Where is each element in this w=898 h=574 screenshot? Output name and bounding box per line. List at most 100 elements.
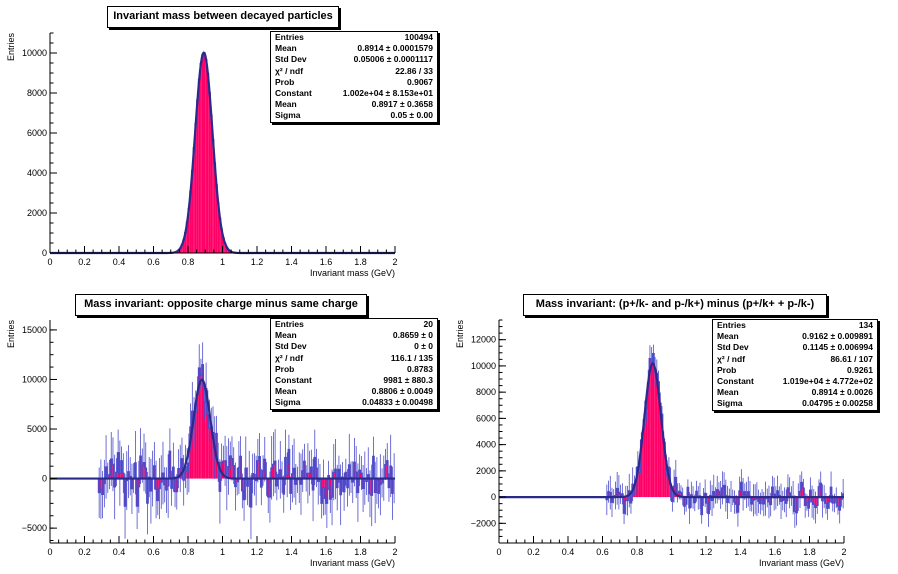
y-tick-label: 2000 bbox=[476, 466, 496, 476]
stats-label: Constant bbox=[717, 376, 754, 387]
x-tick-label: 0.8 bbox=[182, 547, 195, 557]
stats-label: χ² / ndf bbox=[717, 353, 746, 364]
histogram-bin bbox=[643, 414, 646, 498]
y-tick-label: 12000 bbox=[471, 335, 496, 345]
stats-label: Mean bbox=[275, 386, 297, 397]
x-tick-label: 1.4 bbox=[285, 257, 298, 267]
chart-title-3: Mass invariant: (p+/k- and p-/k+) minus … bbox=[523, 294, 827, 316]
histogram-bin bbox=[664, 455, 667, 498]
x-tick-label: 0.4 bbox=[113, 547, 126, 557]
histogram-bin bbox=[181, 244, 183, 253]
stats-value: 0.9162 ± 0.009891 bbox=[802, 331, 873, 342]
stats-row: χ² / ndf 22.86 / 33 bbox=[271, 66, 437, 77]
chart-panel-1: Invariant mass between decayed particles… bbox=[0, 0, 449, 287]
y-tick-label: −2000 bbox=[471, 518, 496, 528]
x-tick-label: 0.8 bbox=[182, 257, 195, 267]
stats-label: Prob bbox=[275, 363, 295, 374]
stats-label: Std Dev bbox=[275, 54, 307, 65]
stats-value: 1.019e+04 ± 4.772e+02 bbox=[782, 376, 873, 387]
chart-panel-3: Mass invariant: (p+/k- and p-/k+) minus … bbox=[449, 287, 898, 574]
stats-value: 0.8783 bbox=[407, 363, 433, 374]
histogram-bin bbox=[225, 247, 228, 253]
y-tick-label: 4000 bbox=[27, 168, 47, 178]
stats-label: Mean bbox=[275, 99, 297, 110]
stats-label: Sigma bbox=[275, 397, 301, 408]
x-tick-label: 1.6 bbox=[320, 257, 333, 267]
stats-label: Entries bbox=[275, 319, 304, 329]
stats-value: 86.61 / 107 bbox=[830, 353, 873, 364]
histogram-bin bbox=[205, 388, 207, 479]
histogram-1 bbox=[153, 53, 254, 254]
stats-row: Mean 0.8806 ± 0.0049 bbox=[271, 386, 437, 397]
stats-row: Mean 0.8659 ± 0 bbox=[271, 330, 437, 341]
plot-3: 0 0.2 0.4 0.6 0.8 1 1.2 1.4 1.6 1.8 2 −2000 0 2000 400… bbox=[455, 319, 847, 568]
stats-label: Entries bbox=[717, 320, 746, 330]
fit-curve bbox=[50, 378, 395, 480]
stats-row: Entries 100494 bbox=[271, 32, 437, 43]
stats-row: Mean 0.8914 ± 0.0026 bbox=[713, 387, 877, 398]
y-tick-label: 0 bbox=[491, 492, 496, 502]
stats-value: 134 bbox=[858, 320, 873, 330]
histogram-bin bbox=[222, 237, 225, 253]
stats-row: Entries 134 bbox=[713, 320, 877, 331]
stats-value: 0.05 ± 0.00 bbox=[390, 110, 433, 121]
y-tick-label: 6000 bbox=[476, 413, 496, 423]
stats-row: Mean 0.8914 ± 0.0001579 bbox=[271, 43, 437, 54]
histogram-bin bbox=[213, 163, 216, 253]
stats-label: Mean bbox=[275, 330, 297, 341]
y-tick-label: 10000 bbox=[22, 48, 47, 58]
histogram-bin bbox=[650, 362, 653, 498]
stats-box-1: Entries 100494 Mean 0.8914 ± 0.0001579 Std D… bbox=[270, 31, 438, 123]
stats-box-3: Entries 134 Mean 0.9162 ± 0.009891 Std Dev 0.… bbox=[712, 319, 878, 411]
histogram-bin bbox=[198, 367, 201, 479]
stats-row: Sigma 0.04833 ± 0.00498 bbox=[271, 397, 437, 408]
stats-label: Std Dev bbox=[717, 342, 749, 353]
stats-table-1: Entries 100494 Mean 0.8914 ± 0.0001579 Std D… bbox=[271, 32, 437, 122]
histogram-bin bbox=[657, 381, 660, 498]
histogram-bin bbox=[201, 54, 204, 253]
y-tick-label: 0 bbox=[42, 248, 47, 258]
stats-value: 22.86 / 33 bbox=[395, 65, 433, 76]
chart-title-1: Invariant mass between decayed particles bbox=[107, 6, 339, 28]
stats-row: Std Dev 0 ± 0 bbox=[271, 341, 437, 352]
stats-label: Entries bbox=[275, 32, 304, 42]
stats-row: Mean 0.9162 ± 0.009891 bbox=[713, 331, 877, 342]
stats-label: Sigma bbox=[717, 398, 743, 409]
x-tick-label: 0 bbox=[496, 547, 501, 557]
x-tick-label: 1.2 bbox=[251, 547, 264, 557]
plot-1: 0 0.2 0.4 0.6 0.8 1 1.2 1.4 1.6 1.8 2 0 2000 4000 6000… bbox=[6, 32, 398, 278]
histogram-bin bbox=[668, 467, 670, 498]
stats-label: Std Dev bbox=[275, 341, 307, 352]
y-tick-label: 15000 bbox=[22, 325, 47, 335]
histogram-bin bbox=[186, 222, 188, 253]
stats-value: 20 bbox=[423, 319, 433, 329]
histogram-bin bbox=[662, 438, 665, 498]
x-tick-label: 0.4 bbox=[113, 257, 126, 267]
fit-curve bbox=[499, 362, 844, 499]
chart-panel-2: Mass invariant: opposite charge minus sa… bbox=[0, 287, 449, 574]
x-tick-label: 0.4 bbox=[562, 547, 575, 557]
histogram-bin bbox=[189, 191, 192, 253]
stats-value: 0.8914 ± 0.0026 bbox=[811, 387, 873, 398]
stats-row: Constant 9981 ± 880.3 bbox=[271, 375, 437, 386]
histogram-bin bbox=[210, 115, 213, 254]
y-tick-label: 4000 bbox=[476, 440, 496, 450]
x-tick-label: 1.8 bbox=[354, 547, 367, 557]
x-tick-label: 2 bbox=[392, 547, 397, 557]
x-tick-label: 2 bbox=[841, 547, 846, 557]
histogram-bin bbox=[206, 414, 209, 479]
y-tick-label: 2000 bbox=[27, 208, 47, 218]
stats-row: Constant 1.019e+04 ± 4.772e+02 bbox=[713, 376, 877, 387]
x-tick-label: 1.2 bbox=[700, 547, 713, 557]
stats-value: 0.8914 ± 0.0001579 bbox=[357, 43, 433, 54]
stats-label: Sigma bbox=[275, 110, 301, 121]
stats-value: 116.1 / 135 bbox=[390, 352, 433, 363]
histogram-bin bbox=[205, 59, 207, 253]
histogram-bin bbox=[194, 411, 197, 479]
histogram-outline bbox=[50, 364, 395, 508]
x-tick-label: 0 bbox=[47, 257, 52, 267]
stats-label: χ² / ndf bbox=[275, 65, 304, 76]
histogram-bin bbox=[203, 402, 206, 479]
stats-value: 0.8917 ± 0.3658 bbox=[371, 99, 433, 110]
stats-table-2: Entries 20 Mean 0.8659 ± 0 Std Dev 0 ± 0 χ² / … bbox=[271, 319, 437, 409]
